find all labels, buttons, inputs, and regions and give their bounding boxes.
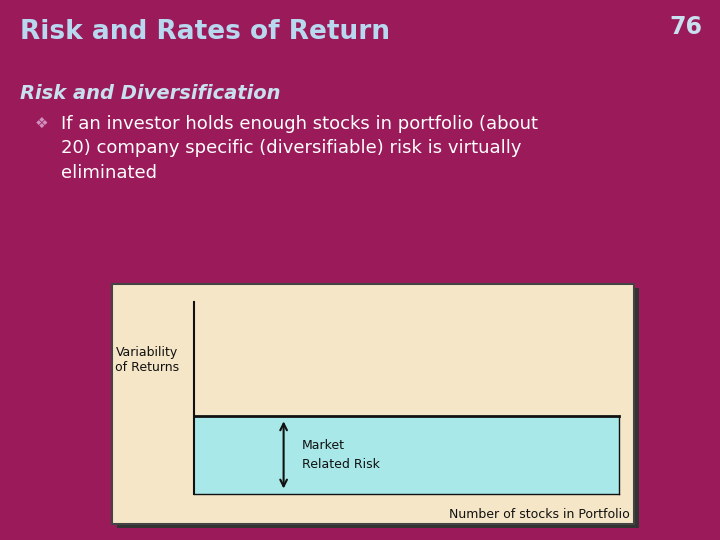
Text: Risk and Diversification: Risk and Diversification [20,84,281,103]
Text: Number of stocks in Portfolio: Number of stocks in Portfolio [449,508,630,521]
Text: Variability
of Returns: Variability of Returns [115,346,179,374]
Text: If an investor holds enough stocks in portfolio (about: If an investor holds enough stocks in po… [61,115,539,133]
Bar [194,416,619,494]
Bar [112,284,634,524]
Text: 76: 76 [669,15,702,39]
Text: Related Risk: Related Risk [302,458,379,471]
Bar [117,288,639,528]
Text: ❖: ❖ [35,116,48,131]
Text: Risk and Rates of Return: Risk and Rates of Return [20,19,390,45]
Text: 20) company specific (diversifiable) risk is virtually: 20) company specific (diversifiable) ris… [61,139,522,157]
Text: eliminated: eliminated [61,164,157,181]
Text: Market: Market [302,438,345,452]
